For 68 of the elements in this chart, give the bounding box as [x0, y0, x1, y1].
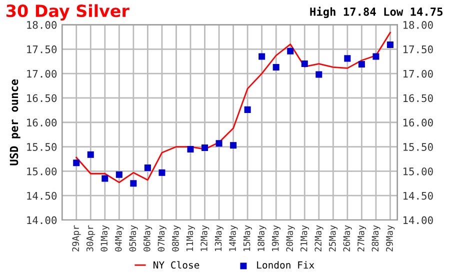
- point: [316, 71, 322, 78]
- point: [244, 106, 251, 113]
- point: [73, 160, 80, 166]
- y2-tick-label: 15.50: [403, 143, 433, 151]
- y2-tick-label: 18.00: [403, 21, 433, 29]
- point: [287, 48, 294, 54]
- x-tick-label: 06May: [144, 225, 152, 252]
- y-tick-label: 15.00: [27, 167, 57, 176]
- point: [386, 42, 394, 48]
- y-tick-label: 14.50: [27, 192, 57, 200]
- line-series: [76, 32, 391, 184]
- y-tick-label: 15.50: [27, 143, 57, 151]
- x-tick-label: 11May: [186, 225, 195, 251]
- point: [187, 146, 194, 152]
- y-tick-label: 18.00: [27, 21, 57, 29]
- chart-subtitle: High 17.84 Low 14.75: [310, 6, 442, 18]
- x-tick-label: 29Apr: [72, 225, 81, 252]
- x-tick-label: 15May: [243, 225, 252, 251]
- x-tick-label: 12May: [200, 225, 210, 251]
- chart-title: 30 Day Silver: [6, 4, 130, 21]
- x-tick-label: 19May: [272, 225, 280, 251]
- x-tick-label: 01May: [100, 225, 110, 252]
- x-tick-label: 14May: [229, 225, 238, 251]
- x-tick-label: 25May: [328, 225, 338, 252]
- y-tick-label: 17.50: [27, 45, 57, 54]
- x-tick-label: 26May: [343, 225, 352, 252]
- point: [102, 175, 108, 182]
- point: [272, 64, 280, 70]
- point: [358, 61, 365, 68]
- y-tick-label: 16.50: [27, 94, 57, 102]
- point: [158, 169, 166, 176]
- y-tick-label: 17.00: [27, 70, 57, 78]
- y2-tick-label: 15.00: [403, 167, 433, 176]
- x-tick-label: 21May: [300, 225, 310, 252]
- x-tick-label: 05May: [129, 225, 138, 252]
- point: [202, 144, 208, 152]
- point: [344, 55, 351, 62]
- legend-label: NY Close: [154, 261, 200, 269]
- y2-tick-label: 17.50: [403, 45, 433, 54]
- x-tick-label: 07May: [158, 225, 166, 252]
- y2-tick-label: 14.50: [403, 192, 433, 200]
- x-tick-label: 30Apr: [86, 225, 96, 252]
- point: [130, 180, 137, 187]
- point: [258, 53, 266, 60]
- y2-tick-label: 16.00: [403, 118, 433, 127]
- y2-tick-label: 17.00: [403, 70, 433, 78]
- point: [87, 151, 94, 158]
- point: [301, 60, 308, 68]
- x-tick-label: 13May: [214, 225, 224, 251]
- x-tick-label: 28May: [372, 225, 380, 252]
- y-axis-title: USD per ounce: [10, 79, 20, 166]
- y-tick-label: 14.00: [27, 216, 57, 224]
- point: [230, 142, 237, 149]
- point: [116, 171, 122, 178]
- y2-tick-label: 16.50: [403, 94, 433, 102]
- x-tick-label: 20May: [286, 225, 295, 252]
- legend-label: London Fix: [257, 261, 314, 269]
- x-tick-label: 29May: [386, 225, 395, 252]
- x-tick-label: 18May: [258, 225, 266, 251]
- point: [144, 164, 151, 172]
- point: [372, 53, 380, 60]
- x-tick-label: 27May: [358, 225, 366, 252]
- y2-tick-label: 14.00: [403, 216, 433, 224]
- point: [216, 140, 222, 147]
- x-tick-label: 08May: [172, 225, 181, 252]
- y-tick-label: 16.00: [27, 118, 57, 127]
- x-tick-label: 22May: [314, 225, 324, 252]
- x-tick-label: 04May: [114, 225, 124, 252]
